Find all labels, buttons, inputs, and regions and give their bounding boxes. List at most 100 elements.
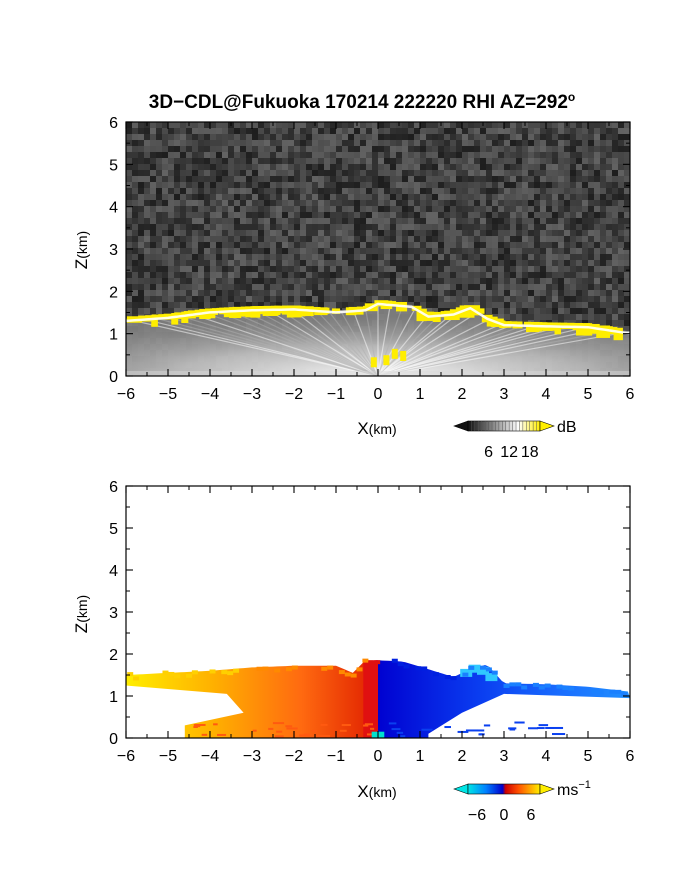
noise-cell: [342, 200, 348, 206]
noise-cell: [588, 302, 594, 308]
noise-cell: [210, 194, 216, 200]
noise-cell: [282, 266, 288, 272]
noise-cell: [228, 284, 234, 290]
noise-cell: [558, 302, 564, 308]
noise-cell: [144, 230, 150, 236]
noise-cell: [564, 140, 570, 146]
noise-cell: [186, 218, 192, 224]
noise-cell: [318, 200, 324, 206]
noise-cell: [348, 266, 354, 272]
bottom-low-echo-cell: [286, 727, 298, 730]
noise-cell: [216, 236, 222, 242]
noise-cell: [132, 164, 138, 170]
noise-cell: [156, 242, 162, 248]
noise-cell: [264, 158, 270, 164]
noise-cell: [240, 164, 246, 170]
top-beam-streak: [213, 309, 379, 376]
noise-cell: [348, 140, 354, 146]
noise-cell: [306, 164, 312, 170]
noise-cell: [216, 284, 222, 290]
noise-cell: [198, 188, 204, 194]
noise-cell: [486, 188, 492, 194]
noise-cell: [366, 224, 372, 230]
noise-cell: [528, 296, 534, 302]
noise-cell: [198, 296, 204, 302]
noise-cell: [480, 194, 486, 200]
noise-cell: [564, 260, 570, 266]
noise-cell: [360, 284, 366, 290]
noise-cell: [504, 200, 510, 206]
noise-cell: [420, 230, 426, 236]
noise-cell: [126, 152, 132, 158]
noise-cell: [210, 218, 216, 224]
noise-cell: [546, 290, 552, 296]
noise-cell: [504, 164, 510, 170]
noise-cell: [294, 158, 300, 164]
noise-cell: [126, 134, 132, 140]
noise-cell: [276, 128, 282, 134]
noise-cell: [588, 218, 594, 224]
noise-cell: [498, 122, 504, 128]
noise-cell: [204, 236, 210, 242]
noise-cell: [252, 290, 258, 296]
noise-cell: [462, 176, 468, 182]
noise-cell: [342, 248, 348, 254]
noise-cell: [276, 254, 282, 260]
noise-cell: [552, 230, 558, 236]
noise-cell: [312, 260, 318, 266]
noise-cell: [348, 134, 354, 140]
noise-cell: [204, 218, 210, 224]
noise-cell: [222, 260, 228, 266]
noise-cell: [348, 176, 354, 182]
top-cloud-bright-edge: [126, 302, 630, 335]
noise-cell: [612, 236, 618, 242]
bottom-low-echo-cell: [537, 727, 545, 730]
noise-cell: [618, 290, 624, 296]
noise-cell: [360, 248, 366, 254]
noise-cell: [264, 296, 270, 302]
noise-cell: [582, 266, 588, 272]
noise-cell: [450, 140, 456, 146]
bottom-edge-echo-cell: [374, 660, 381, 665]
noise-cell: [204, 278, 210, 284]
noise-cell: [216, 134, 222, 140]
noise-cell: [198, 128, 204, 134]
noise-cell: [168, 188, 174, 194]
bottom-low-echo-cell: [370, 727, 375, 730]
noise-cell: [582, 164, 588, 170]
noise-cell: [210, 122, 216, 128]
noise-cell: [336, 290, 342, 296]
noise-cell: [438, 152, 444, 158]
top-beam-streak: [276, 307, 379, 376]
noise-cell: [186, 254, 192, 260]
noise-cell: [594, 212, 600, 218]
noise-cell: [288, 248, 294, 254]
noise-cell: [576, 188, 582, 194]
noise-cell: [624, 260, 630, 266]
noise-cell: [198, 176, 204, 182]
noise-cell: [300, 140, 306, 146]
noise-cell: [384, 296, 390, 302]
noise-cell: [564, 266, 570, 272]
noise-cell: [408, 140, 414, 146]
noise-cell: [300, 302, 306, 308]
noise-cell: [138, 140, 144, 146]
noise-cell: [612, 248, 618, 254]
noise-cell: [186, 176, 192, 182]
noise-cell: [606, 284, 612, 290]
noise-cell: [504, 128, 510, 134]
noise-cell: [498, 164, 504, 170]
noise-cell: [528, 308, 534, 314]
noise-cell: [270, 230, 276, 236]
noise-cell: [360, 242, 366, 248]
noise-cell: [426, 176, 432, 182]
noise-cell: [192, 170, 198, 176]
noise-cell: [312, 182, 318, 188]
noise-cell: [312, 134, 318, 140]
noise-cell: [222, 278, 228, 284]
noise-cell: [174, 128, 180, 134]
noise-cell: [462, 146, 468, 152]
noise-cell: [456, 170, 462, 176]
top-yellow-echo-cell: [383, 355, 390, 366]
noise-cell: [138, 146, 144, 152]
